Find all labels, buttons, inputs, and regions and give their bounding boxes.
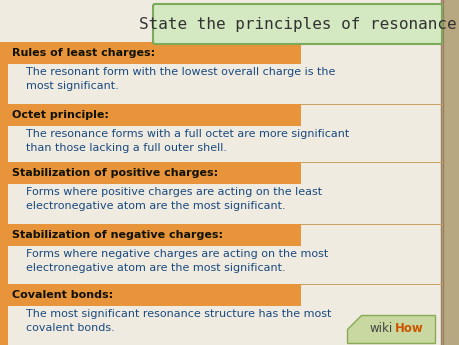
Polygon shape: [346, 315, 434, 343]
Text: The resonance forms with a full octet are more significant
than those lacking a : The resonance forms with a full octet ar…: [26, 129, 348, 152]
Bar: [0, 224, 300, 246]
Text: Stabilization of positive charges:: Stabilization of positive charges:: [12, 168, 218, 178]
Bar: [0, 162, 300, 184]
Text: How: How: [394, 323, 423, 335]
Bar: [0, 42, 300, 64]
Text: The most significant resonance structure has the most
covalent bonds.: The most significant resonance structure…: [26, 309, 330, 333]
Text: Rules of least charges:: Rules of least charges:: [12, 48, 155, 58]
Bar: [0, 284, 300, 306]
Text: State the principles of resonance: State the principles of resonance: [138, 17, 455, 31]
Text: Covalent bonds:: Covalent bonds:: [12, 290, 113, 300]
Text: Stabilization of negative charges:: Stabilization of negative charges:: [12, 230, 223, 240]
Text: wiki: wiki: [369, 323, 392, 335]
Text: Forms where positive charges are acting on the least
electronegative atom are th: Forms where positive charges are acting …: [26, 187, 321, 210]
FancyBboxPatch shape: [153, 4, 441, 44]
Text: Octet principle:: Octet principle:: [12, 110, 109, 120]
Text: The resonant form with the lowest overall charge is the
most significant.: The resonant form with the lowest overal…: [26, 67, 335, 91]
Text: Forms where negative charges are acting on the most
electronegative atom are the: Forms where negative charges are acting …: [26, 249, 328, 273]
Bar: [0, 104, 300, 126]
Bar: [0, 42, 8, 345]
Bar: [441, 0, 459, 345]
